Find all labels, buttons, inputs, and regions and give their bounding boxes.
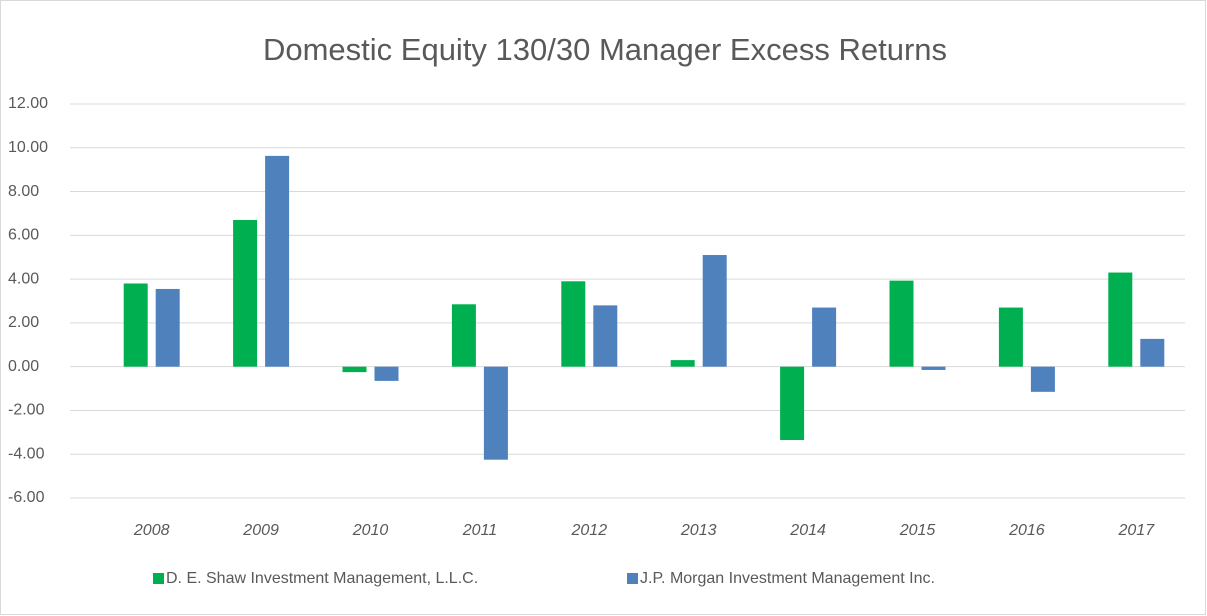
bar <box>921 366 946 370</box>
legend-label: J.P. Morgan Investment Management Inc. <box>640 570 935 587</box>
bar <box>670 360 695 367</box>
bar <box>889 280 914 367</box>
y-tick-label: 8.00 <box>8 183 39 200</box>
y-tick-label: 0.00 <box>8 358 39 375</box>
x-tick-label: 2017 <box>1118 522 1156 539</box>
bar <box>812 307 837 367</box>
bar <box>155 288 180 367</box>
bar <box>702 255 727 367</box>
bar <box>780 366 805 440</box>
x-tick-label: 2012 <box>571 522 608 539</box>
y-tick-label: -4.00 <box>8 445 45 462</box>
bar <box>123 283 148 367</box>
bar <box>265 155 290 367</box>
bar <box>1140 338 1165 367</box>
x-tick-label: 2008 <box>133 522 170 539</box>
bar <box>233 220 258 367</box>
bar <box>342 366 367 373</box>
x-tick-label: 2010 <box>352 522 389 539</box>
y-tick-label: -2.00 <box>8 402 45 419</box>
x-tick-label: 2011 <box>462 522 497 539</box>
x-tick-label: 2016 <box>1008 522 1045 539</box>
legend-swatch <box>153 573 164 584</box>
legend-label: D. E. Shaw Investment Management, L.L.C. <box>166 570 478 587</box>
y-tick-label: 10.00 <box>8 139 48 156</box>
bar <box>374 366 399 381</box>
legend-swatch <box>627 573 638 584</box>
bar <box>561 281 586 367</box>
y-tick-label: -6.00 <box>8 489 45 506</box>
x-tick-label: 2015 <box>899 522 936 539</box>
bar <box>593 305 618 367</box>
y-tick-label: 12.00 <box>8 95 48 112</box>
bar <box>1108 272 1133 367</box>
bar <box>998 307 1023 367</box>
y-tick-label: 6.00 <box>8 227 39 244</box>
x-tick-label: 2009 <box>242 522 279 539</box>
y-tick-label: 4.00 <box>8 270 39 287</box>
bar <box>1030 366 1055 392</box>
y-tick-label: 2.00 <box>8 314 39 331</box>
x-tick-label: 2014 <box>789 522 826 539</box>
bar <box>483 366 508 460</box>
bar <box>451 304 476 367</box>
chart-title: Domestic Equity 130/30 Manager Excess Re… <box>263 32 947 67</box>
x-tick-label: 2013 <box>680 522 717 539</box>
